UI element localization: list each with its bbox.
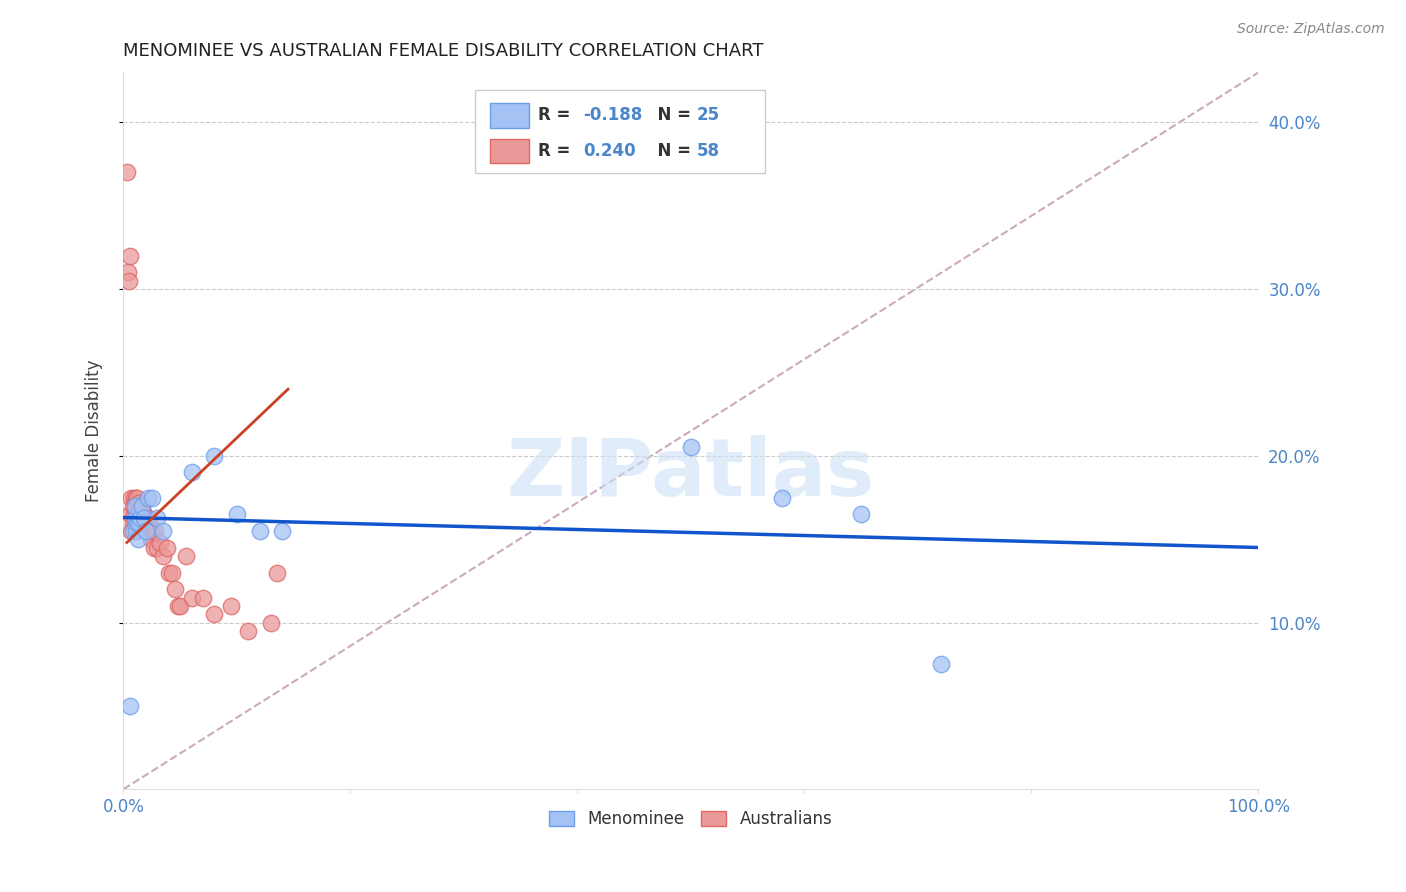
- Point: [146, 541, 169, 555]
- Point: [129, 502, 152, 516]
- Point: [121, 524, 143, 538]
- Point: [202, 607, 225, 622]
- Point: [129, 510, 152, 524]
- Point: [120, 249, 142, 263]
- FancyBboxPatch shape: [475, 90, 765, 173]
- Point: [127, 507, 149, 521]
- Point: [125, 516, 148, 530]
- Point: [249, 524, 271, 538]
- Point: [124, 502, 146, 516]
- Text: ZIPatlas: ZIPatlas: [506, 434, 875, 513]
- Point: [128, 516, 150, 530]
- Point: [929, 657, 952, 672]
- Point: [125, 491, 148, 505]
- Y-axis label: Female Disability: Female Disability: [86, 359, 103, 502]
- Point: [135, 516, 157, 530]
- Point: [138, 491, 160, 505]
- Text: MENOMINEE VS AUSTRALIAN FEMALE DISABILITY CORRELATION CHART: MENOMINEE VS AUSTRALIAN FEMALE DISABILIT…: [124, 42, 763, 60]
- Point: [121, 516, 143, 530]
- Point: [118, 274, 141, 288]
- Text: Source: ZipAtlas.com: Source: ZipAtlas.com: [1237, 22, 1385, 37]
- Point: [143, 541, 166, 555]
- Text: R =: R =: [537, 142, 576, 161]
- Point: [124, 510, 146, 524]
- Point: [163, 582, 186, 597]
- Point: [128, 519, 150, 533]
- Point: [226, 507, 249, 521]
- Point: [132, 507, 155, 521]
- Point: [122, 491, 145, 505]
- Point: [146, 510, 169, 524]
- Point: [271, 524, 294, 538]
- Point: [180, 466, 202, 480]
- Point: [174, 549, 197, 563]
- Point: [125, 524, 148, 538]
- Point: [122, 507, 145, 521]
- Point: [202, 449, 225, 463]
- Point: [120, 491, 142, 505]
- Point: [141, 491, 163, 505]
- Point: [132, 510, 155, 524]
- Text: R =: R =: [537, 106, 576, 125]
- Point: [138, 519, 160, 533]
- Point: [128, 507, 150, 521]
- Point: [132, 507, 155, 521]
- Point: [117, 265, 139, 279]
- Point: [131, 499, 153, 513]
- Point: [131, 499, 153, 513]
- Point: [180, 591, 202, 605]
- Point: [238, 624, 260, 638]
- Point: [125, 512, 148, 526]
- Point: [129, 512, 152, 526]
- Point: [124, 499, 146, 513]
- Point: [125, 510, 148, 524]
- Point: [132, 519, 155, 533]
- Point: [125, 491, 148, 505]
- Point: [191, 591, 214, 605]
- Point: [120, 524, 142, 538]
- Point: [155, 541, 177, 555]
- Point: [851, 507, 873, 521]
- Point: [115, 165, 138, 179]
- Point: [121, 499, 143, 513]
- FancyBboxPatch shape: [491, 139, 529, 163]
- Text: 25: 25: [696, 106, 720, 125]
- FancyBboxPatch shape: [491, 103, 529, 128]
- Point: [120, 698, 142, 713]
- Point: [136, 516, 159, 530]
- Point: [131, 510, 153, 524]
- Point: [157, 566, 180, 580]
- Point: [141, 524, 163, 538]
- Point: [169, 599, 191, 613]
- Point: [135, 524, 157, 538]
- Legend: Menominee, Australians: Menominee, Australians: [543, 804, 839, 835]
- Point: [219, 599, 242, 613]
- Point: [152, 524, 174, 538]
- Point: [134, 519, 156, 533]
- Point: [162, 566, 184, 580]
- Text: N =: N =: [645, 106, 696, 125]
- Point: [679, 441, 702, 455]
- Point: [127, 532, 149, 546]
- Point: [127, 495, 149, 509]
- Point: [152, 549, 174, 563]
- Point: [124, 495, 146, 509]
- Point: [260, 615, 283, 630]
- Text: -0.188: -0.188: [583, 106, 643, 125]
- Point: [149, 535, 172, 549]
- Point: [266, 566, 288, 580]
- Point: [124, 516, 146, 530]
- Text: N =: N =: [645, 142, 696, 161]
- Point: [135, 524, 157, 538]
- Text: 58: 58: [696, 142, 720, 161]
- Point: [167, 599, 190, 613]
- Text: 0.240: 0.240: [583, 142, 636, 161]
- Point: [139, 532, 162, 546]
- Point: [132, 516, 155, 530]
- Point: [134, 510, 156, 524]
- Point: [120, 507, 142, 521]
- Point: [770, 491, 793, 505]
- Point: [138, 510, 160, 524]
- Point: [143, 524, 166, 538]
